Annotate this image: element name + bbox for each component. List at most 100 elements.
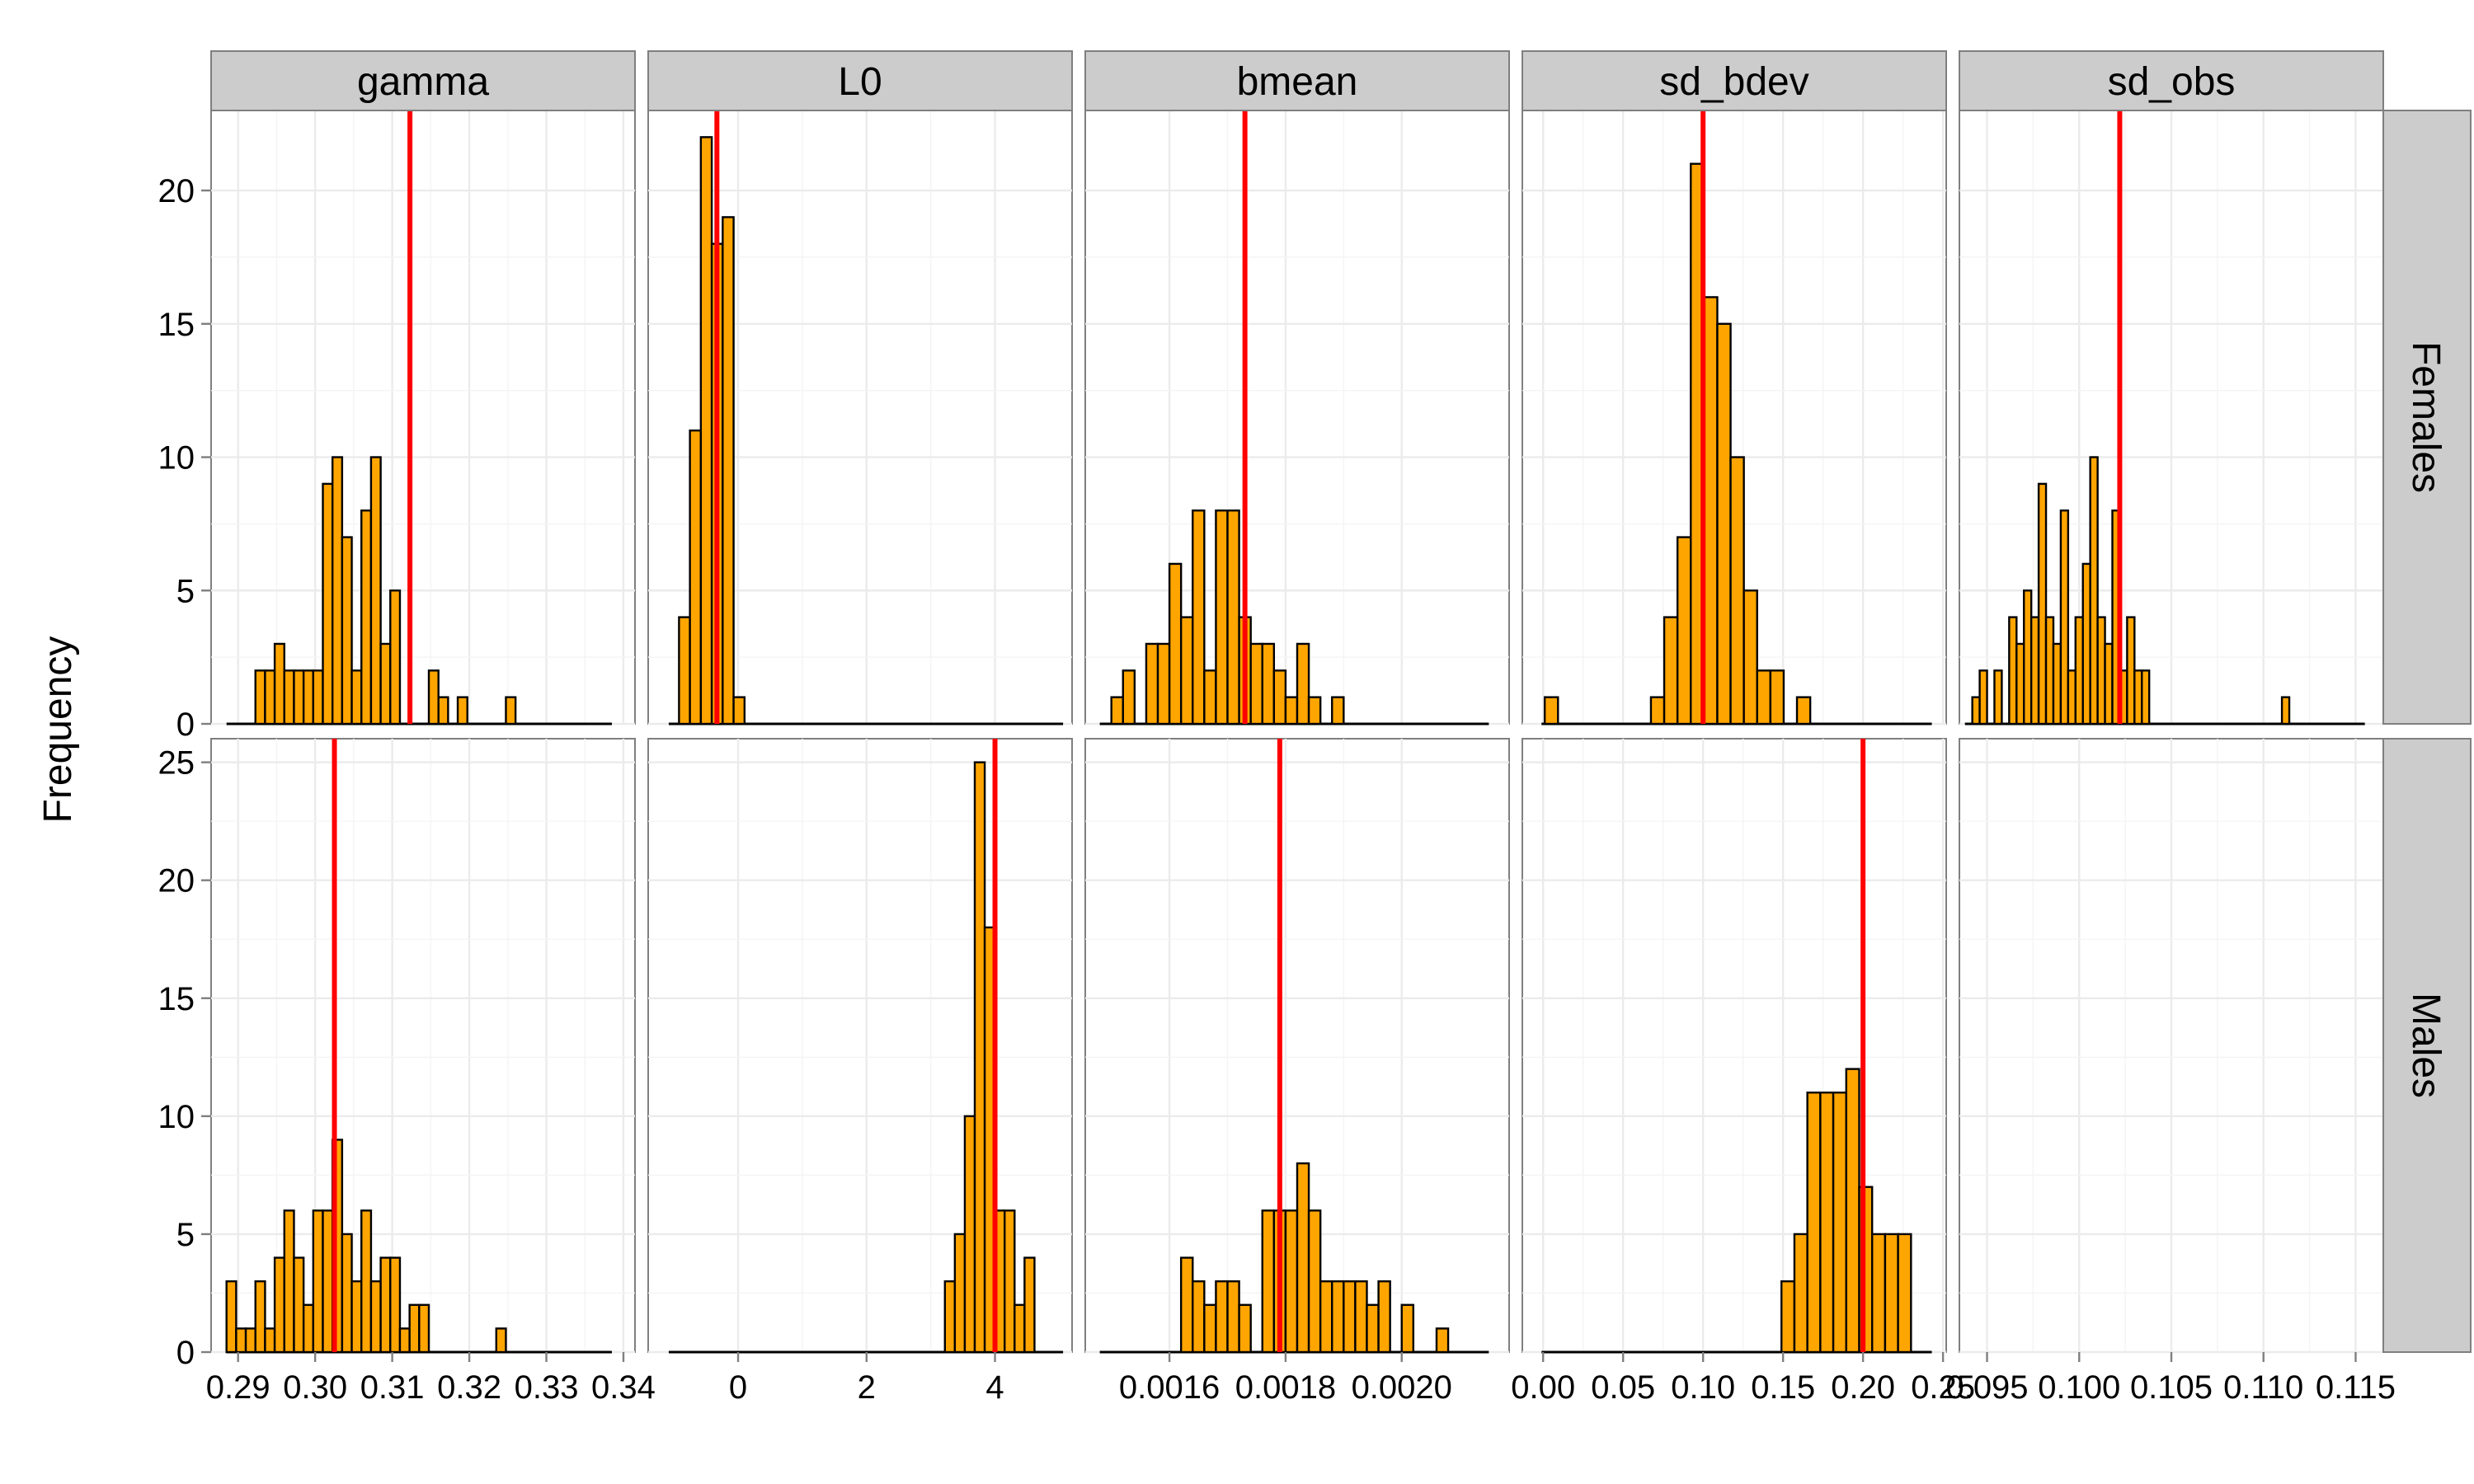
histogram-bar — [943, 1280, 957, 1354]
histogram-bar — [1296, 642, 1310, 726]
histogram-bar — [2074, 616, 2084, 726]
y-axis-males: 0 5 10 15 20 25 — [158, 745, 211, 1371]
histogram-bar — [1272, 669, 1287, 726]
histogram-bar — [254, 669, 266, 726]
x-tick-label: 0.33 — [515, 1369, 579, 1406]
histogram-bar — [1238, 1303, 1252, 1354]
histogram-bar — [2089, 456, 2099, 726]
histogram-bar — [1993, 669, 2003, 726]
panel-females-bmean — [1084, 110, 1510, 726]
x-tick-label: 4 — [985, 1369, 1004, 1406]
histogram-bar — [1179, 616, 1194, 726]
histogram-bar — [1795, 696, 1812, 726]
x-tick-label: 0.0016 — [1119, 1369, 1220, 1406]
strip-background — [1522, 50, 1947, 111]
histogram-bar — [235, 1327, 247, 1354]
column-strip-gamma: gamma — [210, 50, 636, 111]
histogram-bar — [389, 589, 402, 726]
histogram-bar — [1145, 642, 1159, 726]
histogram-bar — [1203, 1303, 1217, 1354]
histogram-bar — [369, 456, 382, 726]
histogram-bar — [1543, 696, 1559, 726]
strip-label: bmean — [1237, 60, 1358, 104]
histogram-bar — [722, 216, 735, 726]
x-axis-sd-obs: 0.095 0.100 0.105 0.110 0.115 — [1945, 1352, 2396, 1406]
histogram-bar — [1319, 1280, 1333, 1354]
histogram-bar — [505, 696, 517, 726]
histogram-bar — [1703, 296, 1719, 726]
x-tick-label: 0.0018 — [1235, 1369, 1336, 1406]
histogram-bar — [312, 1209, 324, 1354]
histogram-bar — [1819, 1092, 1835, 1354]
histogram-bar — [1769, 669, 1785, 726]
histogram-bar — [1215, 1280, 1229, 1354]
panel-females-sd-bdev — [1522, 110, 1947, 726]
histogram-bar — [389, 1256, 402, 1354]
histogram-bar — [678, 616, 691, 726]
histogram-bar — [2015, 642, 2025, 726]
histogram-bar — [341, 536, 353, 726]
histogram-bar — [1676, 536, 1692, 726]
histogram-bar — [2037, 482, 2048, 726]
column-strip-sd-bdev: sd_bdev — [1522, 50, 1947, 111]
column-strip-l0: L0 — [647, 50, 1073, 111]
histogram-bar — [1343, 1280, 1357, 1354]
histogram-bar — [264, 669, 276, 726]
row-strip-males: Males — [2382, 738, 2472, 1353]
histogram-bar — [1307, 1209, 1322, 1354]
histogram-bar — [1023, 1256, 1036, 1354]
histogram-bar — [1296, 1162, 1310, 1354]
histogram-bar — [1793, 1233, 1808, 1354]
histogram-bar — [273, 1256, 285, 1354]
histogram-bar — [1284, 696, 1299, 726]
histogram-bar — [1226, 1280, 1240, 1354]
histogram-bar — [1870, 1233, 1887, 1354]
histogram-bar — [2008, 616, 2018, 726]
x-tick-label: 0.31 — [360, 1369, 425, 1406]
histogram-bar — [1729, 456, 1745, 726]
x-tick-label: 2 — [858, 1369, 876, 1406]
histogram-bar — [1215, 510, 1229, 726]
histogram-bar — [1377, 1280, 1391, 1354]
histogram-bar — [264, 1327, 276, 1354]
panel-males-l0 — [647, 738, 1073, 1354]
histogram-bar — [2059, 510, 2070, 726]
column-strip-bmean: bmean — [1084, 50, 1510, 111]
panel-females-gamma — [210, 110, 636, 726]
histogram-bar — [456, 696, 468, 726]
histogram-bar — [1780, 1280, 1796, 1354]
histogram-bar — [408, 1303, 421, 1354]
x-tick-label: 0.30 — [283, 1369, 347, 1406]
histogram-bar — [2133, 669, 2143, 726]
histogram-bar — [341, 1233, 353, 1354]
x-tick-label: 0.34 — [591, 1369, 656, 1406]
x-tick-label: 0.20 — [1831, 1369, 1895, 1406]
histogram-bar — [1971, 696, 1981, 726]
histogram-bar — [1331, 696, 1345, 726]
histogram-bar — [331, 456, 344, 726]
x-tick-label: 0.32 — [437, 1369, 501, 1406]
histogram-bar — [699, 136, 713, 726]
strip-background — [1959, 50, 2384, 111]
histogram-bar — [963, 1115, 976, 1354]
strip-background — [647, 50, 1073, 111]
histogram-bar — [1110, 696, 1124, 726]
histogram-bar — [1014, 1303, 1026, 1354]
histogram-bar — [2030, 616, 2040, 726]
histogram-bar — [1226, 510, 1240, 726]
histogram-bar — [2067, 669, 2077, 726]
histogram-bar — [1806, 1092, 1822, 1354]
histogram-bar — [302, 1303, 315, 1354]
histogram-bar — [1649, 696, 1666, 726]
y-tick-label: 5 — [176, 573, 195, 609]
histogram-bar — [302, 669, 315, 726]
y-tick-label: 5 — [176, 1217, 195, 1253]
histogram-bar — [312, 669, 324, 726]
histogram-bar — [350, 669, 363, 726]
histogram-bar — [1156, 642, 1171, 726]
x-tick-label: 0.10 — [1671, 1369, 1735, 1406]
histogram-bar — [225, 1280, 238, 1354]
x-axis-sd-bdev: 0.00 0.05 0.10 0.15 0.20 0.25 — [1511, 1352, 1975, 1406]
